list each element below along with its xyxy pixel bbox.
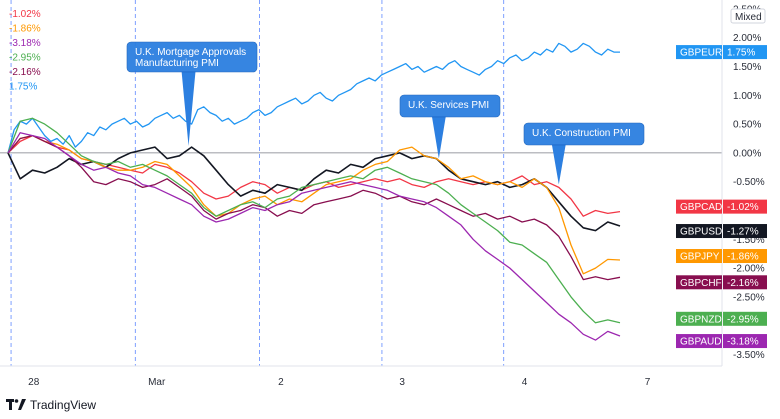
pair-value: -3.18% <box>727 337 759 348</box>
annotation-pointer <box>431 116 446 159</box>
legend-value: 1.75% <box>9 82 37 93</box>
series-layer <box>7 42 621 341</box>
price-label-gbpusd: GBPUSD -1.27% <box>676 224 767 239</box>
series-line-gbpnzd <box>7 117 621 324</box>
annotation-box <box>523 122 645 146</box>
y-tick-label: 1.50% <box>733 62 761 73</box>
pair-tag <box>676 311 722 326</box>
pair-value: 1.75% <box>727 48 755 59</box>
annotation-pointer <box>551 144 566 185</box>
y-tick-label: -2.50% <box>733 292 765 303</box>
pair-value: -2.95% <box>727 314 759 325</box>
tradingview-brand[interactable]: TradingView <box>6 398 96 412</box>
scale-mode-box <box>730 8 766 24</box>
value-tag <box>723 311 767 326</box>
pair-tag <box>676 45 722 60</box>
price-label-gbpcad: GBPCAD -1.02% <box>676 199 767 214</box>
value-tag <box>723 249 767 264</box>
pair-tag <box>676 334 722 349</box>
series-line-gbpjpy <box>7 134 621 275</box>
pair-value: -1.27% <box>727 227 759 238</box>
y-tick-label: -2.00% <box>733 264 765 275</box>
legend-layer: -1.02% -1.86% -3.18% -2.95% -2.16% 1.75% <box>9 9 41 93</box>
pair-value: -1.02% <box>727 202 759 213</box>
annotation-text: U.K. Mortgage Approvals <box>135 47 246 58</box>
pair-name: GBPCAD <box>680 202 722 213</box>
y-tick-label: -3.50% <box>733 350 765 361</box>
series-line-gbpusd <box>7 146 621 232</box>
price-label-gbpnzd: GBPNZD -2.95% <box>676 311 767 326</box>
pair-name: GBPEUR <box>680 48 722 59</box>
y-tick-label: 2.00% <box>733 33 761 44</box>
x-tick-label: 2 <box>278 377 284 388</box>
price-label-gbpjpy: GBPJPY -1.86% <box>676 249 767 264</box>
value-tag <box>723 334 767 349</box>
annotation-pointer <box>181 71 196 146</box>
annotation-callout: U.K. Services PMI <box>399 94 501 159</box>
value-tag <box>723 275 767 290</box>
chart-grid <box>0 0 723 367</box>
annotation-text: U.K. Construction PMI <box>532 128 631 139</box>
series-line-gbpchf <box>7 134 621 281</box>
scale-mode-badge: Mixed <box>730 8 766 24</box>
legend-value: -2.95% <box>9 53 41 64</box>
pair-name: GBPAUD <box>680 337 722 348</box>
legend-value: -1.02% <box>9 9 41 20</box>
annotation-box <box>399 94 501 118</box>
tradingview-logo-icon <box>6 399 26 410</box>
price-label-gbpaud: GBPAUD -3.18% <box>676 334 767 349</box>
annotation-text: Manufacturing PMI <box>135 58 219 69</box>
legend-value: -1.86% <box>9 24 41 35</box>
x-tick-label: 3 <box>399 377 405 388</box>
pair-tag <box>676 199 722 214</box>
legend-value: -3.18% <box>9 38 41 49</box>
pair-name: GBPJPY <box>680 252 720 263</box>
y-tick-label: 0.50% <box>733 120 761 131</box>
value-tag <box>723 199 767 214</box>
price-labels-layer: GBPEUR 1.75% GBPCAD -1.02% GBPUSD -1.27% GBPJP… <box>676 45 767 349</box>
price-label-gbpeur: GBPEUR 1.75% <box>676 45 767 60</box>
y-axis[interactable]: 2.50%2.00%1.50%1.00%0.50%0.00%-0.50%-1.5… <box>730 4 766 361</box>
y-tick-label: -0.50% <box>733 177 765 188</box>
annotation-callout: U.K. Construction PMI <box>523 122 645 185</box>
x-tick-label: 4 <box>522 377 528 388</box>
annotation-box <box>126 41 258 73</box>
y-tick-label: 1.00% <box>733 91 761 102</box>
pair-value: -1.86% <box>727 252 759 263</box>
pair-tag <box>676 249 722 264</box>
x-tick-label: Mar <box>148 377 166 388</box>
value-tag <box>723 224 767 239</box>
pair-name: GBPCHF <box>680 278 722 289</box>
price-label-gbpchf: GBPCHF -2.16% <box>676 275 767 290</box>
series-line-gbpaud <box>7 132 621 341</box>
brand-name: TradingView <box>30 398 97 412</box>
x-axis[interactable]: 28 Mar 2 3 4 7 <box>28 377 651 388</box>
legend-value: -2.16% <box>9 67 41 78</box>
pair-name: GBPNZD <box>680 314 722 325</box>
pair-tag <box>676 275 722 290</box>
pair-name: GBPUSD <box>680 227 722 238</box>
y-tick-label: 0.00% <box>733 148 761 159</box>
series-line-gbpeur <box>7 42 620 154</box>
x-tick-label: 28 <box>28 377 40 388</box>
pair-value: -2.16% <box>727 278 759 289</box>
value-tag <box>723 45 767 60</box>
y-tick-label: -1.50% <box>733 235 765 246</box>
annotation-text: U.K. Services PMI <box>408 100 489 111</box>
scale-mode-label: Mixed <box>735 12 762 23</box>
pair-tag <box>676 224 722 239</box>
x-tick-label: 7 <box>645 377 651 388</box>
